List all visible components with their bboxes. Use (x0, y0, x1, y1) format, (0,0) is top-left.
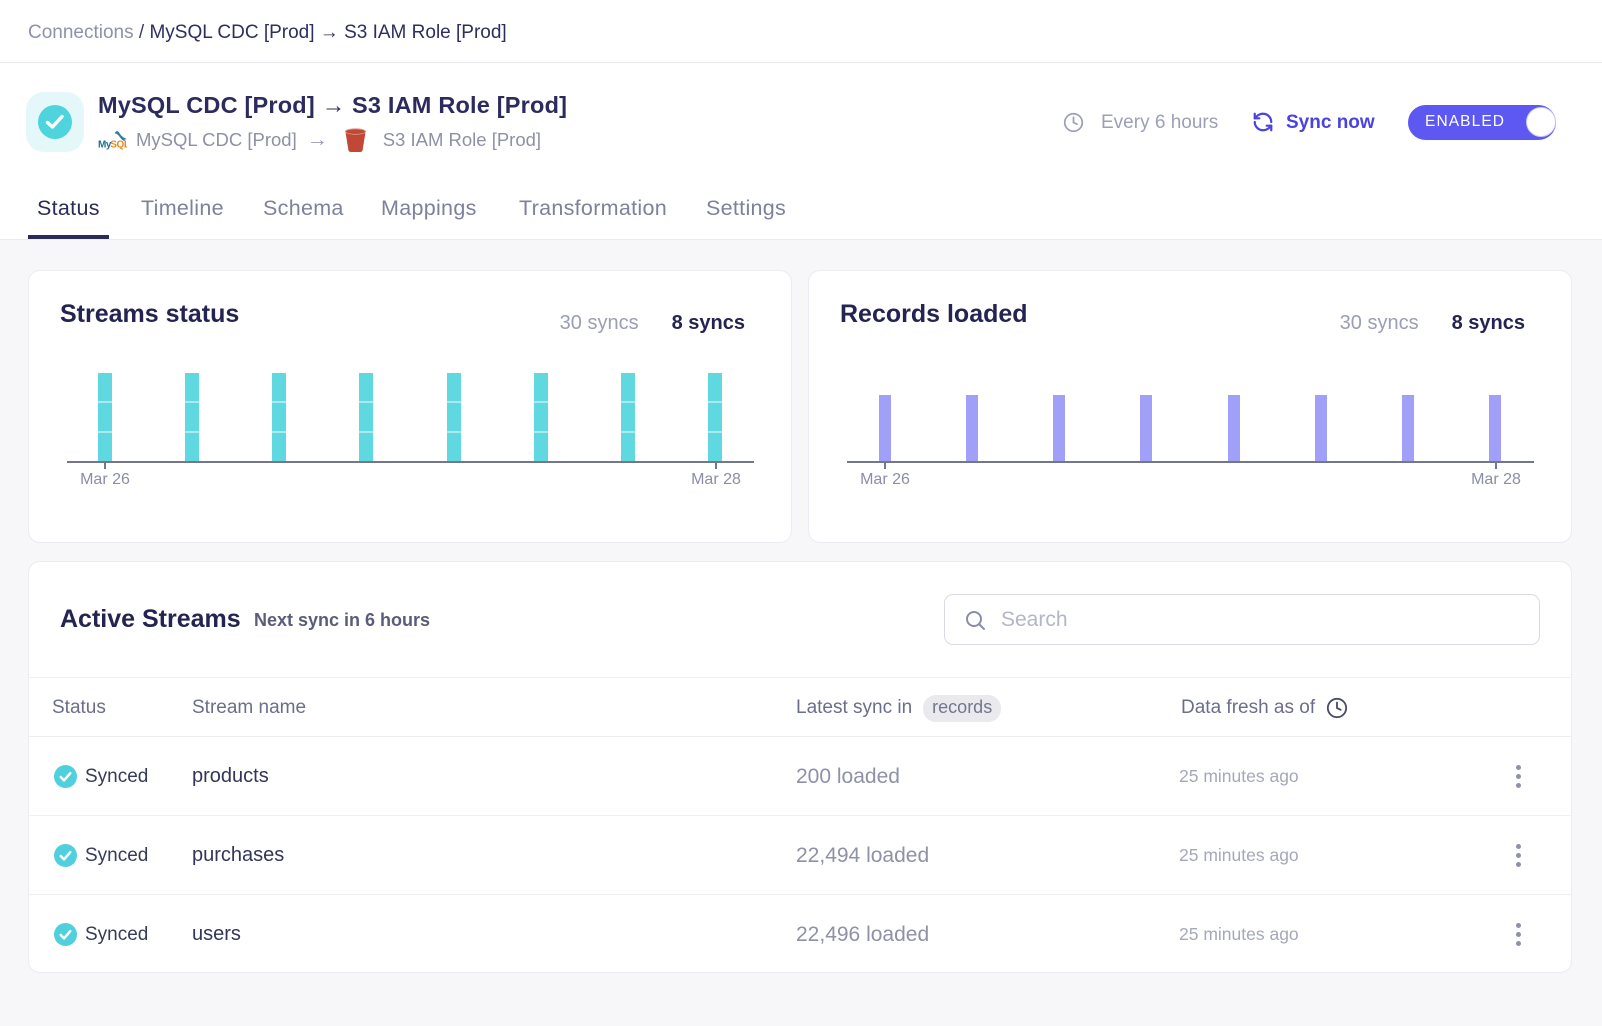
svg-text:SQL..: SQL.. (110, 140, 127, 151)
svg-text:My: My (98, 140, 112, 151)
